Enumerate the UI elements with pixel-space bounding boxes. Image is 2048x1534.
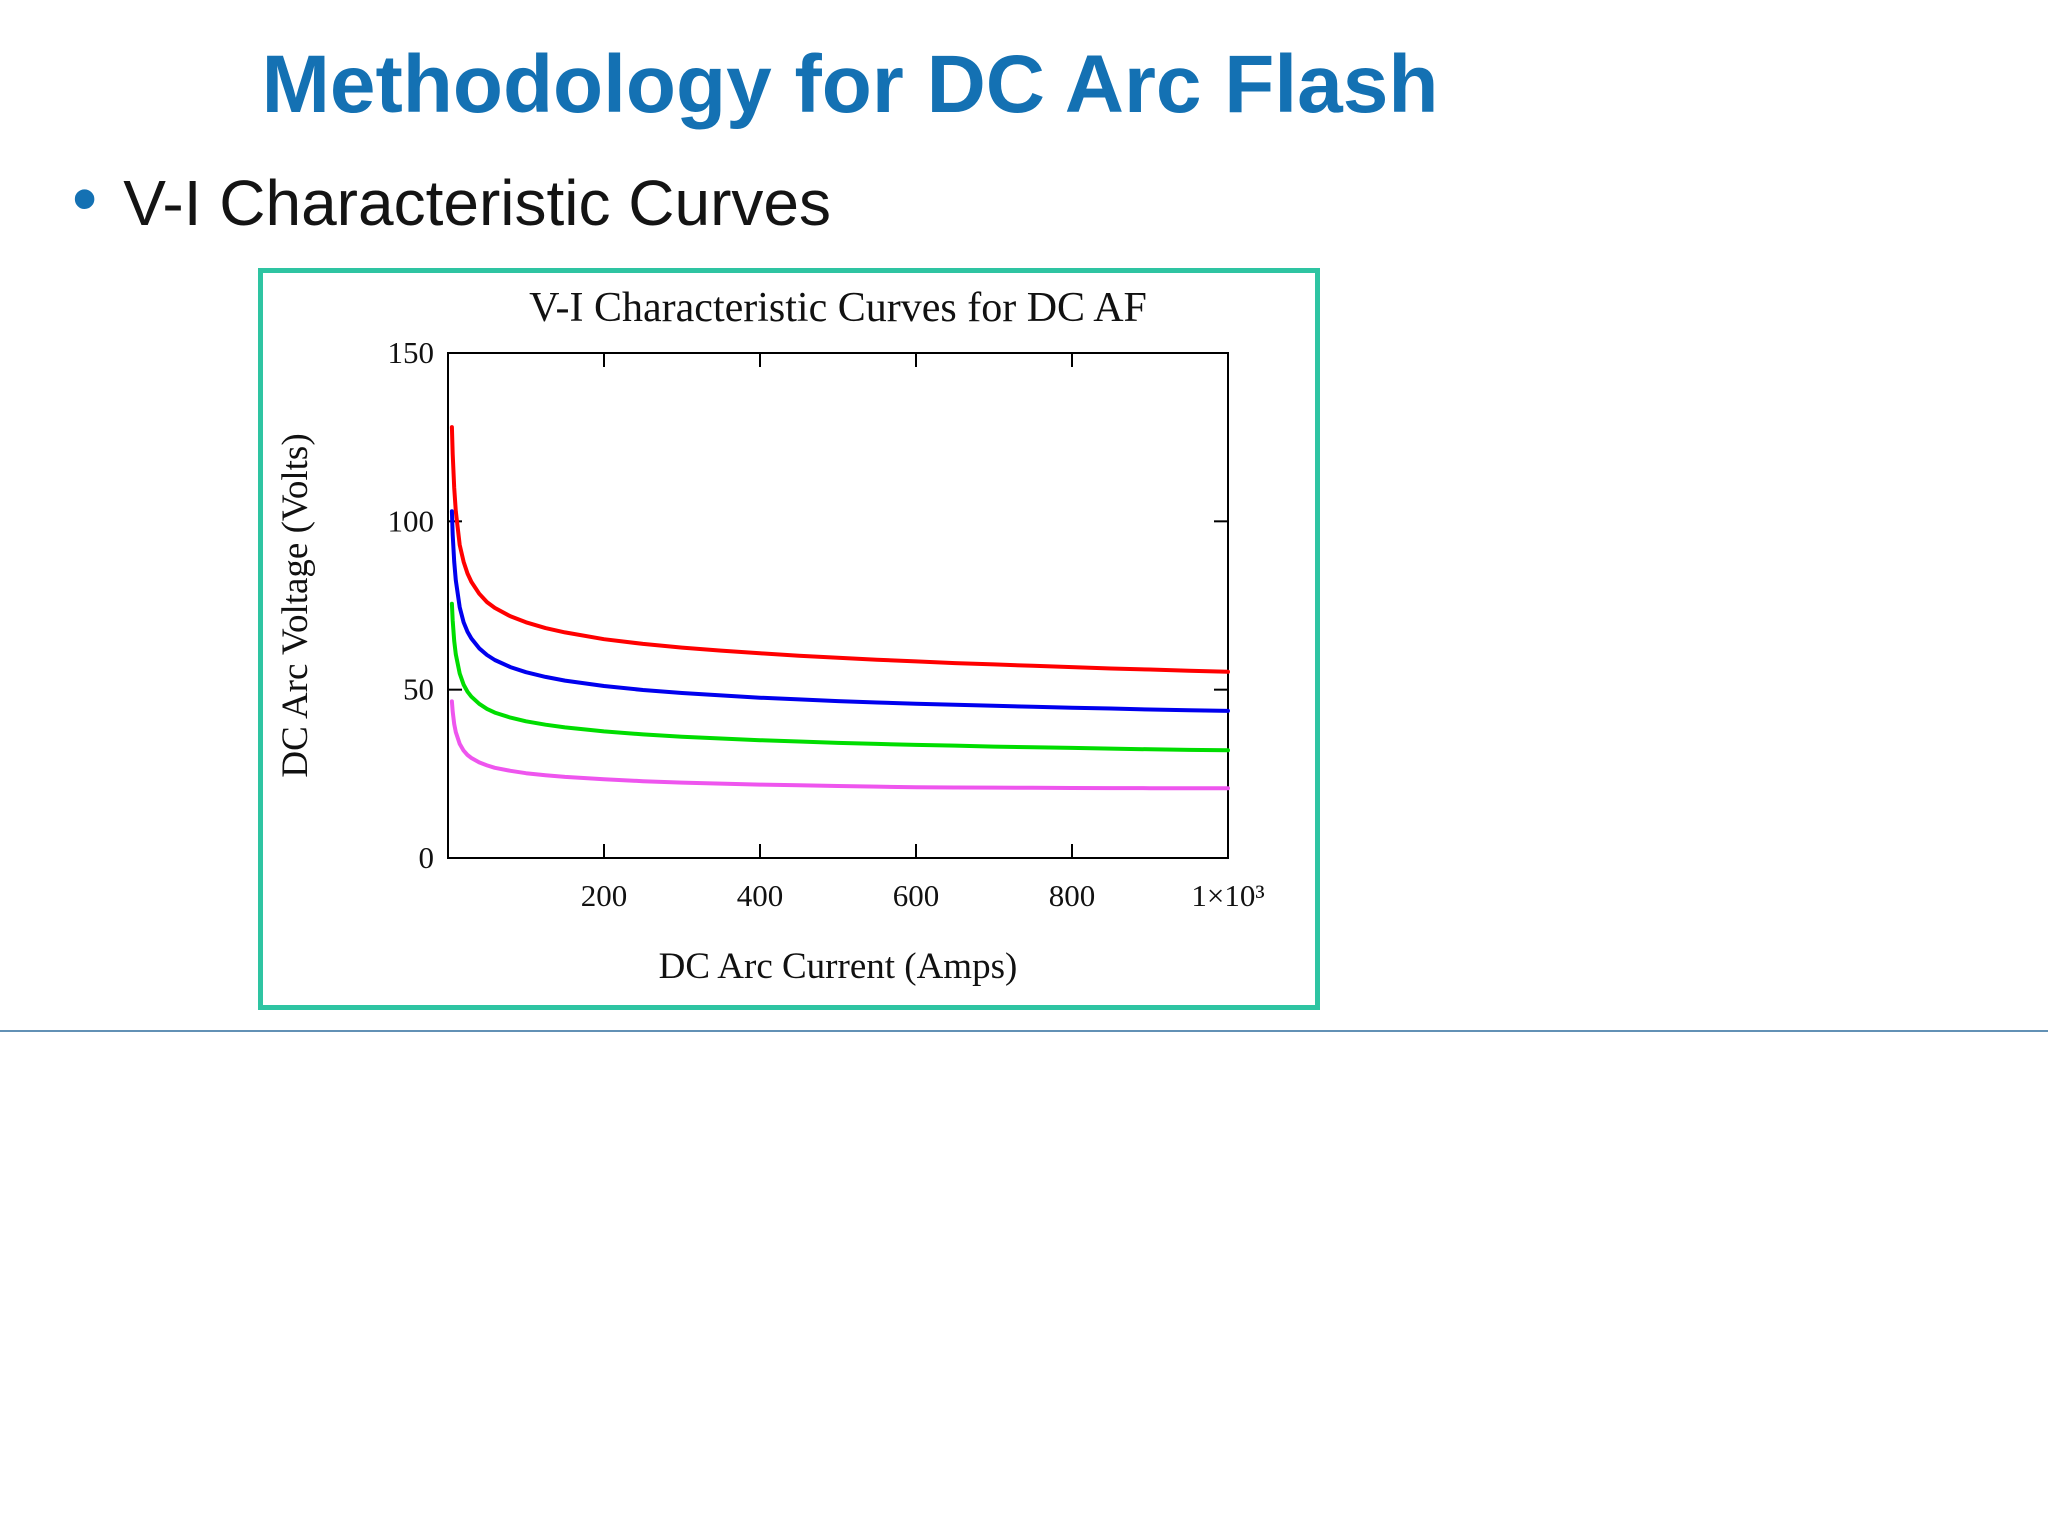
bullet-item: • V-I Characteristic Curves xyxy=(72,159,831,240)
chart-frame: V-I Characteristic Curves for DC AF 200 40… xyxy=(258,268,1320,1010)
x-tick-label: 400 xyxy=(737,878,784,913)
magenta-curve xyxy=(449,699,1230,791)
y-tick-label: 150 xyxy=(388,335,435,370)
vi-chart-svg: V-I Characteristic Curves for DC AF 200 40… xyxy=(275,285,1265,987)
red-curve xyxy=(449,425,1230,674)
bullet-icon: • xyxy=(72,159,98,239)
x-tick-label: 1×10³ xyxy=(1191,878,1264,913)
blue-curve xyxy=(449,509,1230,713)
footer-divider-line xyxy=(0,1030,2048,1032)
y-tick-label: 50 xyxy=(403,672,434,707)
page-title: Methodology for DC Arc Flash xyxy=(261,39,1439,130)
chart-title: V-I Characteristic Curves for DC AF xyxy=(529,285,1147,331)
y-tick-label: 100 xyxy=(388,503,435,538)
bullet-text: V-I Characteristic Curves xyxy=(123,167,831,239)
y-axis-title: DC Arc Voltage (Volts) xyxy=(275,433,316,777)
x-tick-label: 800 xyxy=(1049,878,1096,913)
x-axis-title: DC Arc Current (Amps) xyxy=(659,946,1018,987)
y-tick-label: 0 xyxy=(419,840,435,875)
green-curve xyxy=(449,601,1230,753)
x-tick-label: 600 xyxy=(893,878,940,913)
x-tick-label: 200 xyxy=(581,878,628,913)
plot-border xyxy=(447,352,1229,859)
